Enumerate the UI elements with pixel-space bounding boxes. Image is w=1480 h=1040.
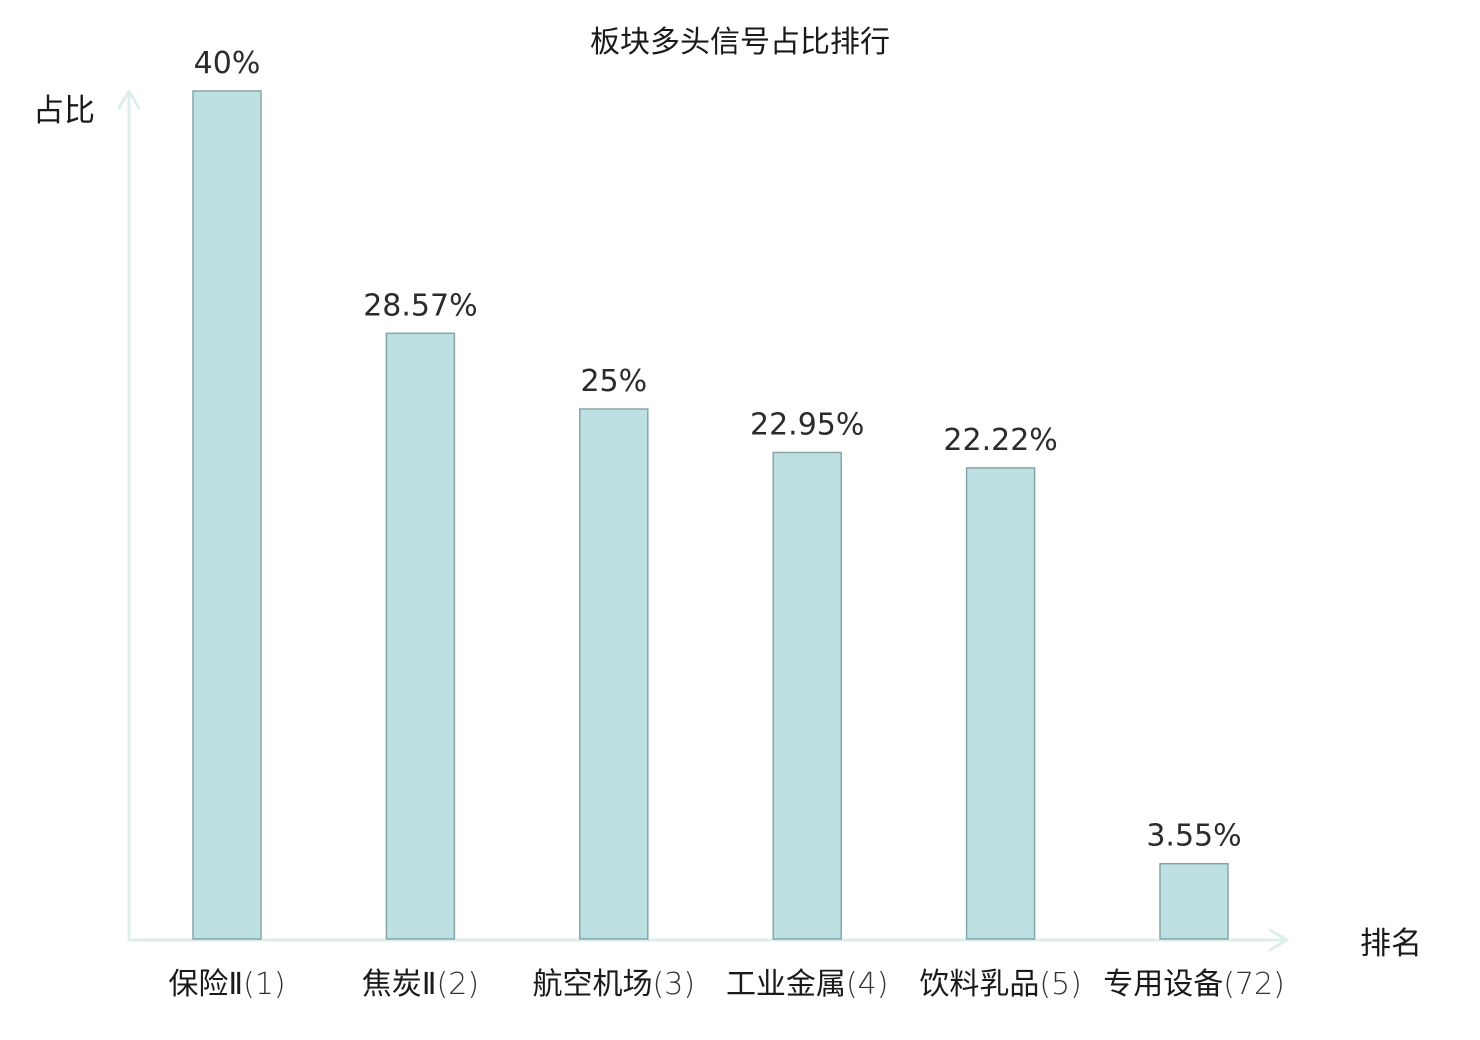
- category-name: 焦炭Ⅱ: [362, 967, 437, 1002]
- x-axis: [127, 928, 1289, 952]
- y-axis-label: 占比: [33, 93, 95, 129]
- category-label-6: 专用设备(72): [1103, 967, 1285, 1002]
- category-name: 保险Ⅱ: [168, 967, 243, 1002]
- category-label-1: 保险Ⅱ(1): [168, 967, 285, 1002]
- category-label-5: 饮料乳品(5): [919, 967, 1082, 1002]
- bars-group: [192, 90, 1229, 940]
- category-labels-group: 保险Ⅱ(1) 焦炭Ⅱ(2) 航空机场(3) 工业金属(4) 饮料乳品(5) 专用设备(72…: [168, 967, 1284, 1002]
- y-axis: [117, 89, 141, 942]
- value-label-3: 25%: [580, 364, 647, 399]
- category-rank: (1): [243, 967, 286, 1002]
- category-name: 专用设备: [1103, 967, 1223, 1002]
- x-axis-arrow: [1268, 928, 1289, 952]
- chart-title: 板块多头信号占比排行: [590, 25, 890, 60]
- category-rank: (5): [1039, 967, 1082, 1002]
- value-label-6: 3.55%: [1146, 819, 1241, 854]
- category-rank: (3): [653, 967, 696, 1002]
- category-name: 饮料乳品: [919, 967, 1039, 1002]
- bar-3: [579, 408, 649, 940]
- category-label-2: 焦炭Ⅱ(2): [362, 967, 479, 1002]
- category-label-4: 工业金属(4): [726, 967, 889, 1002]
- value-label-5: 22.22%: [943, 423, 1057, 458]
- category-label-3: 航空机场(3): [533, 967, 696, 1002]
- category-name: 工业金属: [726, 967, 846, 1002]
- bar-1: [192, 90, 262, 940]
- bar-6: [1159, 862, 1229, 940]
- category-name: 航空机场: [533, 967, 653, 1002]
- bar-4: [772, 451, 842, 940]
- value-label-2: 28.57%: [363, 288, 477, 323]
- value-label-1: 40%: [194, 46, 261, 81]
- bar-2: [385, 332, 456, 940]
- value-labels-group: 40% 28.57% 25% 22.95% 22.22% 3.55%: [194, 46, 1242, 854]
- bar-5: [965, 467, 1036, 940]
- value-label-4: 22.95%: [750, 408, 864, 443]
- x-axis-label: 排名: [1360, 926, 1422, 962]
- category-rank: (72): [1223, 967, 1285, 1002]
- category-rank: (2): [437, 967, 480, 1002]
- category-rank: (4): [846, 967, 889, 1002]
- y-axis-arrow: [117, 89, 141, 110]
